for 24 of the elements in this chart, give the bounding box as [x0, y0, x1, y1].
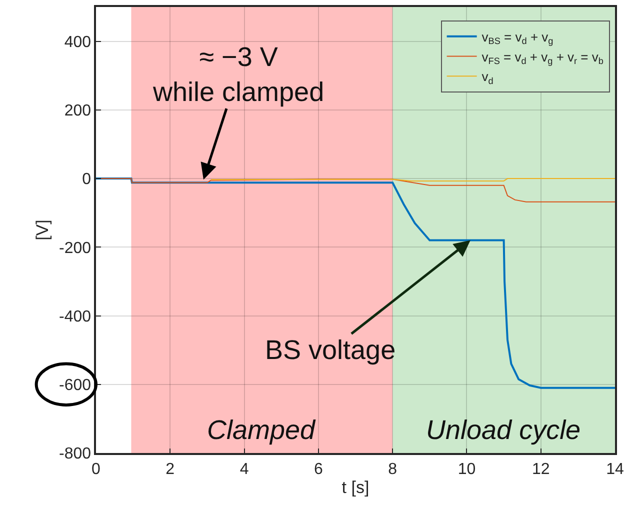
- x-tick-label: 6: [314, 460, 323, 478]
- annotation: BS voltage: [265, 335, 396, 365]
- x-tick-label: 2: [166, 460, 175, 478]
- y-tick-label: -200: [59, 240, 92, 257]
- y-tick-label: -400: [59, 308, 92, 326]
- y-tick-label: 0: [82, 171, 92, 188]
- band-label: Clamped: [207, 415, 316, 445]
- annotation: ≈ −3 V while clamped: [152, 42, 324, 108]
- y-tick-label: 200: [64, 102, 92, 120]
- x-tick-label: 4: [240, 460, 249, 478]
- x-tick-label: 12: [532, 460, 550, 478]
- y-tick-label: -800: [59, 446, 92, 463]
- legend-label: v$_{d}$: [482, 69, 494, 86]
- x-tick-label: 8: [388, 460, 398, 478]
- y-tick-label: 400: [64, 34, 92, 51]
- x-axis-title: t [s]: [342, 478, 370, 497]
- x-tick-label: 10: [458, 460, 476, 478]
- y-tick-label: -600: [59, 376, 92, 394]
- text: v$_{FS}$ = v$_{d}$ + v$_{g}$ + v$_{r}$ = v$_{b}$: [482, 49, 604, 66]
- line-series: [96, 178, 615, 389]
- legend-label: v$_{BS}$ = v$_{d}$ + v$_{g}$: [482, 29, 554, 46]
- x-tick-label: 14: [606, 460, 624, 478]
- band-label: Unload cycle: [426, 415, 581, 445]
- y-axis-title: [V]: [33, 220, 52, 240]
